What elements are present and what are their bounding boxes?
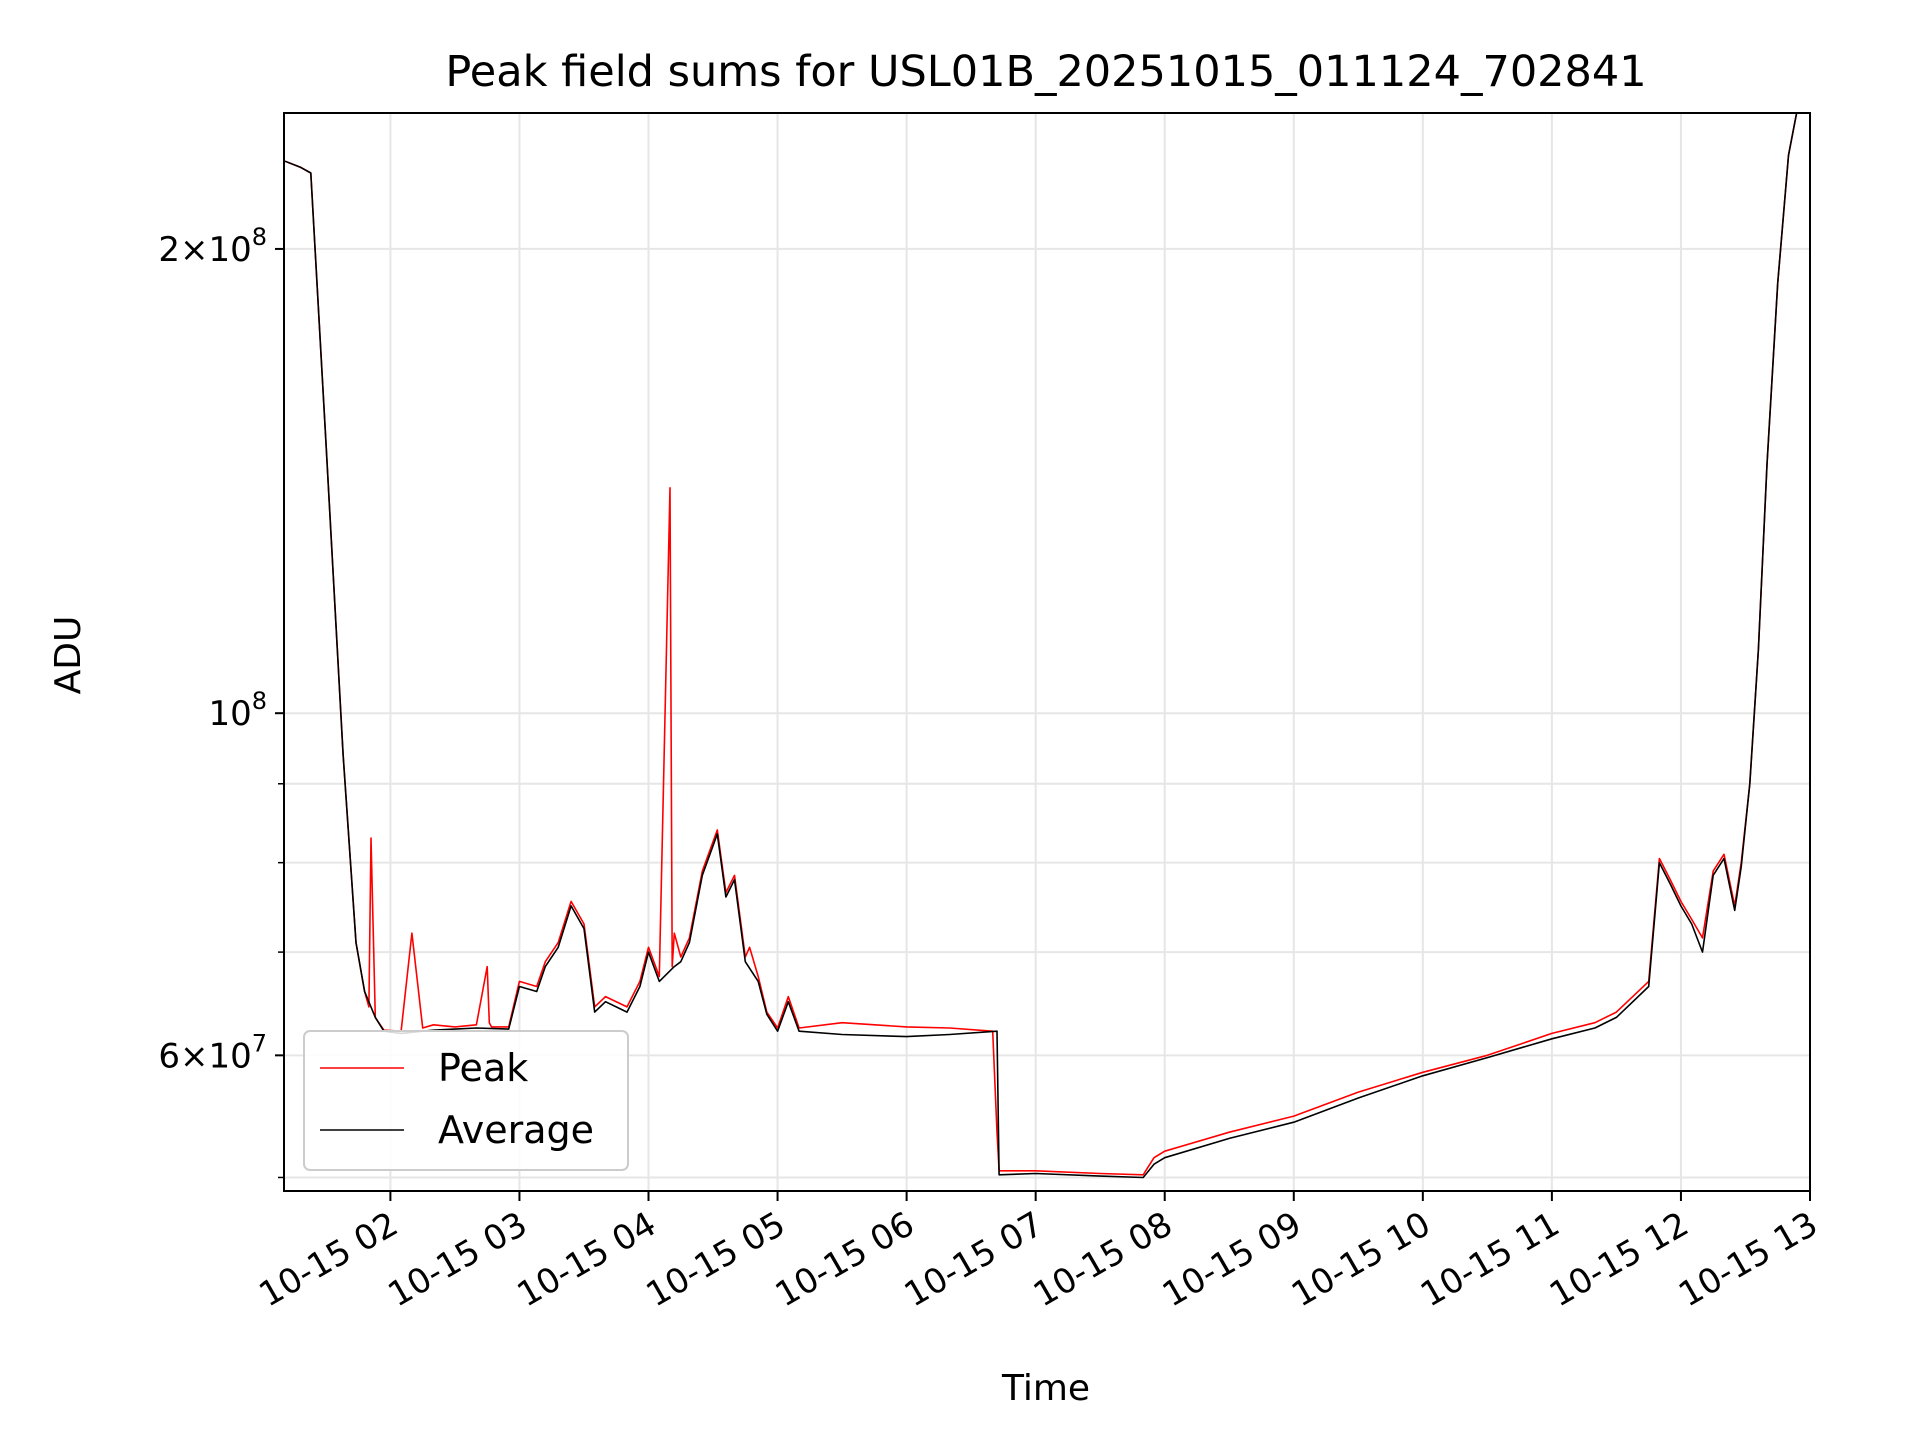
x-tick-label: 10-15 11 — [1414, 1204, 1566, 1315]
x-tick-label: 10-15 10 — [1285, 1204, 1437, 1315]
legend: Peak Average — [303, 1030, 629, 1171]
x-tick-label: 10-15 09 — [1156, 1204, 1308, 1315]
y-tick-label: 108 — [208, 687, 267, 734]
legend-average-label: Average — [438, 1108, 594, 1152]
legend-peak-label: Peak — [438, 1046, 528, 1090]
plot-frame — [283, 112, 1811, 1192]
x-tick-label: 10-15 03 — [382, 1204, 534, 1315]
x-tick-label: 10-15 04 — [511, 1204, 663, 1315]
series-line-peak — [285, 113, 1798, 1176]
y-axis-label: ADU — [48, 616, 89, 695]
x-tick-label: 10-15 08 — [1027, 1204, 1179, 1315]
x-tick-label: 10-15 13 — [1672, 1204, 1824, 1315]
legend-box — [303, 1030, 629, 1171]
grid-lines — [285, 113, 1811, 1191]
x-tick-label: 10-15 02 — [253, 1204, 405, 1315]
x-tick-label: 10-15 06 — [769, 1204, 921, 1315]
y-axis: 6×107 108 2×108 — [158, 223, 285, 1179]
chart-title: Peak field sums for USL01B_20251015_0111… — [445, 47, 1646, 97]
x-tick-label: 10-15 12 — [1543, 1204, 1695, 1315]
x-axis-label: Time — [1001, 1368, 1090, 1409]
y-tick-label: 2×108 — [158, 223, 267, 270]
series-layer — [285, 113, 1798, 1179]
x-tick-label: 10-15 05 — [640, 1204, 792, 1315]
x-tick-label: 10-15 07 — [898, 1204, 1050, 1315]
y-tick-label: 6×107 — [158, 1029, 267, 1076]
series-line-average — [285, 113, 1798, 1179]
